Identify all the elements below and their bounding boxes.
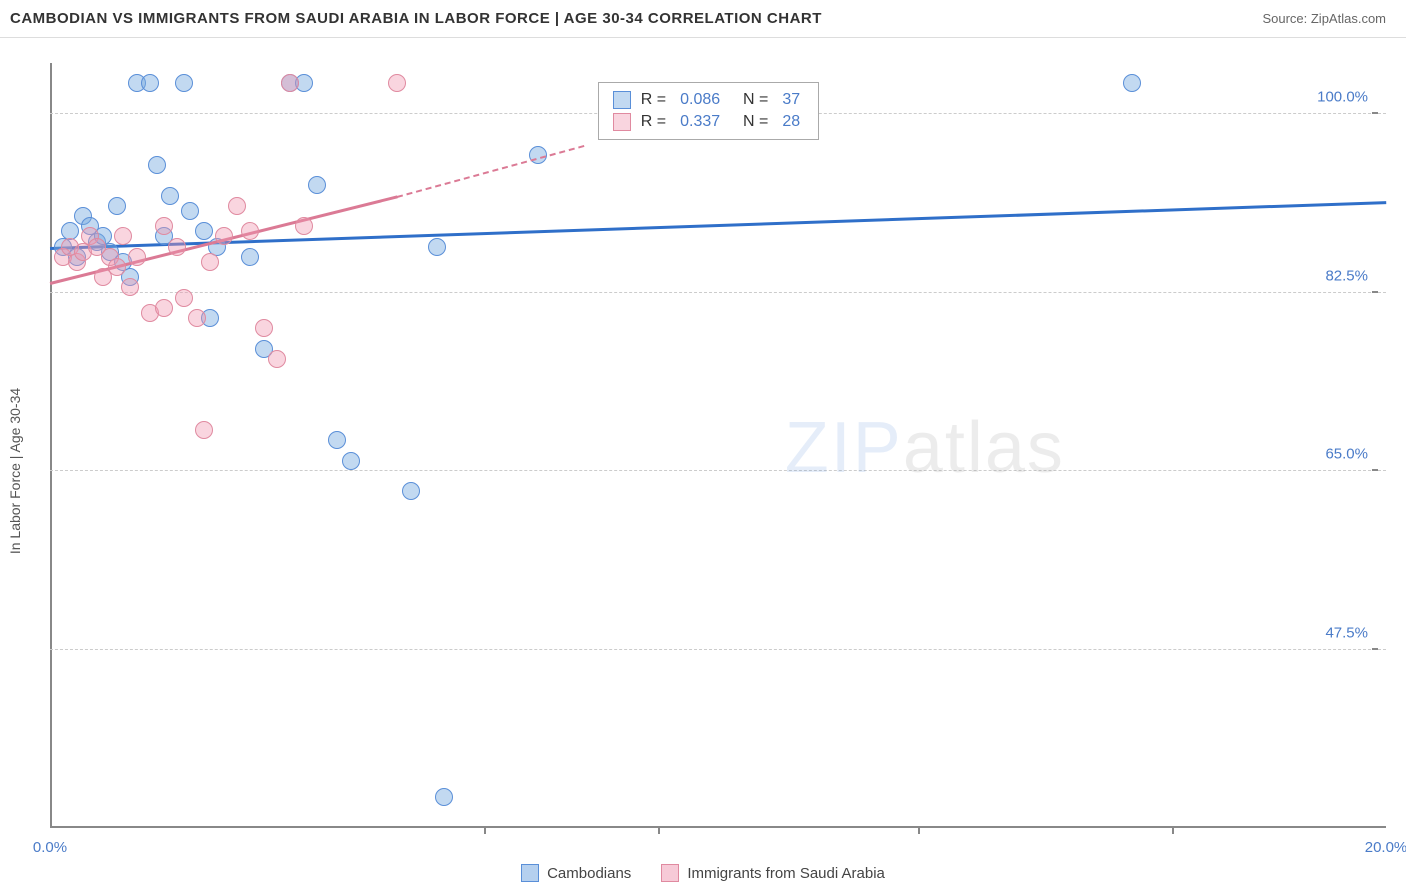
data-point xyxy=(402,482,420,500)
gridline-h xyxy=(50,292,1386,293)
correlation-box: R = 0.086 N = 37R = 0.337 N = 28 xyxy=(598,82,819,140)
corr-r-value: 0.337 xyxy=(680,113,720,131)
legend-label: Cambodians xyxy=(547,865,631,882)
corr-n-label: N = xyxy=(734,113,768,131)
x-tick xyxy=(918,828,920,834)
x-axis xyxy=(50,826,1386,828)
y-tick xyxy=(1372,291,1378,293)
correlation-row: R = 0.337 N = 28 xyxy=(613,111,804,133)
data-point xyxy=(108,258,126,276)
data-point xyxy=(201,253,219,271)
y-tick-label: 100.0% xyxy=(1317,89,1368,106)
data-point xyxy=(108,197,126,215)
plot-area: 100.0%82.5%65.0%47.5%0.0%20.0%ZIPatlasR … xyxy=(50,63,1386,828)
data-point xyxy=(175,74,193,92)
data-point xyxy=(121,278,139,296)
corr-r-label: R = xyxy=(641,91,666,109)
data-point xyxy=(195,222,213,240)
data-point xyxy=(155,299,173,317)
data-point xyxy=(328,431,346,449)
data-point xyxy=(295,217,313,235)
data-point xyxy=(181,202,199,220)
x-tick-label: 20.0% xyxy=(1365,839,1406,856)
data-point xyxy=(161,187,179,205)
y-tick xyxy=(1372,648,1378,650)
correlation-row: R = 0.086 N = 37 xyxy=(613,89,804,111)
data-point xyxy=(148,156,166,174)
y-tick xyxy=(1372,112,1378,114)
corr-r-label: R = xyxy=(641,113,666,131)
data-point xyxy=(281,74,299,92)
legend-swatch xyxy=(521,864,539,882)
y-tick-label: 47.5% xyxy=(1325,624,1368,641)
data-point xyxy=(241,222,259,240)
data-point xyxy=(141,74,159,92)
trend-line xyxy=(397,145,585,198)
data-point xyxy=(175,289,193,307)
data-point xyxy=(228,197,246,215)
data-point xyxy=(168,238,186,256)
legend-label: Immigrants from Saudi Arabia xyxy=(687,865,885,882)
y-axis-label: In Labor Force | Age 30-34 xyxy=(7,388,23,554)
y-tick xyxy=(1372,469,1378,471)
chart-title: CAMBODIAN VS IMMIGRANTS FROM SAUDI ARABI… xyxy=(10,10,822,27)
watermark: ZIPatlas xyxy=(785,407,1065,489)
legend: Cambodians Immigrants from Saudi Arabia xyxy=(0,864,1406,882)
x-tick xyxy=(1172,828,1174,834)
corr-n-value: 28 xyxy=(782,113,800,131)
data-point xyxy=(241,248,259,266)
data-point xyxy=(342,452,360,470)
chart-container: In Labor Force | Age 30-34 100.0% 82.5% 65… xyxy=(0,38,1406,888)
legend-swatch xyxy=(613,91,631,109)
legend-swatch xyxy=(613,113,631,131)
data-point xyxy=(155,217,173,235)
legend-item: Cambodians xyxy=(521,864,631,882)
data-point xyxy=(128,248,146,266)
header: CAMBODIAN VS IMMIGRANTS FROM SAUDI ARABI… xyxy=(0,0,1406,38)
data-point xyxy=(1123,74,1141,92)
y-tick-label: 82.5% xyxy=(1325,267,1368,284)
legend-item: Immigrants from Saudi Arabia xyxy=(661,864,885,882)
data-point xyxy=(255,319,273,337)
data-point xyxy=(428,238,446,256)
x-tick xyxy=(658,828,660,834)
x-tick xyxy=(484,828,486,834)
data-point xyxy=(435,788,453,806)
data-point xyxy=(268,350,286,368)
y-axis xyxy=(50,63,52,828)
legend-swatch xyxy=(661,864,679,882)
gridline-h xyxy=(50,649,1386,650)
data-point xyxy=(215,227,233,245)
corr-n-label: N = xyxy=(734,91,768,109)
y-tick-label: 65.0% xyxy=(1325,446,1368,463)
data-point xyxy=(195,421,213,439)
data-point xyxy=(388,74,406,92)
data-point xyxy=(114,227,132,245)
x-tick-label: 0.0% xyxy=(33,839,67,856)
data-point xyxy=(308,176,326,194)
corr-n-value: 37 xyxy=(782,91,800,109)
data-point xyxy=(188,309,206,327)
source-label: Source: ZipAtlas.com xyxy=(1262,11,1386,26)
corr-r-value: 0.086 xyxy=(680,91,720,109)
gridline-h xyxy=(50,470,1386,471)
